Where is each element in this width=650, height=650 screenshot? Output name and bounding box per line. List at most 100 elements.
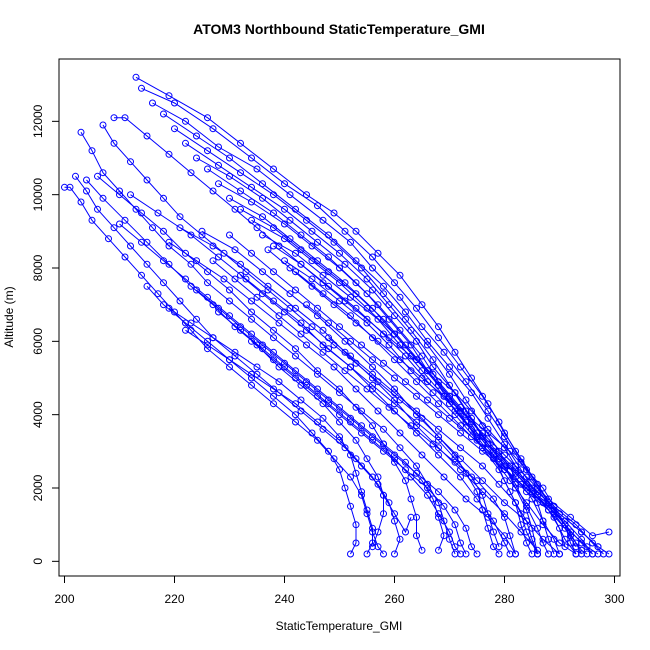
data-point [325, 400, 332, 408]
data-point [451, 411, 459, 419]
data-point [303, 341, 310, 349]
data-point [457, 363, 464, 371]
data-point [512, 469, 519, 477]
data-point [523, 539, 530, 547]
data-point [490, 455, 497, 463]
data-point [446, 370, 453, 378]
data-point [121, 216, 129, 224]
profile-series-25 [110, 114, 558, 558]
data-point [275, 312, 283, 320]
data-point [490, 495, 497, 503]
data-point [385, 499, 393, 507]
data-point [308, 242, 316, 250]
data-point [369, 253, 376, 261]
data-point [204, 165, 211, 173]
data-point [264, 246, 272, 254]
x-axis: 200 220 240 260 280 300 [54, 575, 625, 606]
data-point [501, 499, 508, 507]
data-point [396, 293, 404, 301]
data-point [149, 99, 156, 107]
data-point [336, 249, 343, 257]
data-point [347, 238, 354, 246]
data-point [380, 282, 387, 290]
data-point [171, 99, 178, 107]
data-point [336, 466, 343, 474]
data-point [303, 326, 310, 334]
data-point [424, 396, 431, 404]
data-point [413, 356, 420, 364]
data-point [270, 400, 277, 408]
data-point [281, 235, 288, 243]
data-point [237, 323, 244, 331]
data-point [138, 238, 145, 246]
data-point [88, 216, 96, 224]
data-point [523, 517, 530, 525]
data-point [336, 411, 343, 419]
data-point [264, 282, 272, 290]
data-point [248, 370, 255, 378]
data-point [325, 282, 332, 290]
data-point [319, 348, 327, 356]
data-point [330, 301, 338, 309]
data-point [209, 334, 217, 342]
data-point [138, 84, 145, 92]
data-point [330, 363, 338, 371]
data-point [589, 532, 596, 540]
y-tick-label: 6000 [31, 328, 45, 355]
data-point [605, 528, 613, 536]
data-point [369, 334, 376, 342]
data-point [209, 125, 217, 133]
profile-series-29 [165, 304, 376, 558]
profile-line [328, 337, 538, 555]
data-point [297, 330, 305, 338]
y-tick-label: 10000 [31, 178, 45, 212]
data-point [429, 363, 437, 371]
data-point [539, 517, 547, 525]
data-point [424, 378, 431, 386]
data-point [292, 374, 299, 382]
data-point [418, 546, 426, 554]
data-point [127, 191, 134, 199]
data-point [374, 480, 382, 488]
data-point [303, 216, 310, 224]
data-point [380, 550, 387, 558]
data-point [479, 491, 486, 499]
data-point [413, 411, 420, 419]
data-point [391, 330, 398, 338]
data-point [231, 352, 239, 360]
data-point [484, 510, 492, 518]
data-point [363, 455, 371, 463]
data-point [391, 312, 398, 320]
data-point [138, 209, 145, 217]
data-point [435, 381, 442, 389]
data-point [413, 407, 420, 415]
data-point [242, 275, 250, 283]
data-point [105, 235, 112, 243]
profile-line [262, 234, 604, 555]
data-point [462, 550, 470, 558]
data-point [308, 275, 316, 283]
profile-series-33 [237, 271, 503, 551]
profile-series-28 [116, 220, 448, 554]
data-point [270, 334, 277, 342]
data-point [369, 524, 376, 532]
data-point [374, 315, 382, 323]
data-point [319, 341, 327, 349]
data-point [578, 528, 585, 536]
data-point [457, 444, 464, 452]
profile-line [196, 289, 478, 555]
y-axis: 0 2000 4000 6000 8000 10000 12000 [31, 104, 60, 565]
y-axis-label: Altitude (m) [2, 286, 16, 347]
data-point [226, 286, 233, 294]
data-point [451, 458, 459, 466]
data-point [363, 506, 371, 514]
data-point [270, 268, 277, 276]
profile-line [119, 223, 445, 551]
data-point [407, 326, 415, 334]
profile-line [97, 175, 423, 551]
data-point [314, 202, 321, 210]
data-point [154, 209, 162, 217]
data-point [165, 150, 173, 158]
data-point [319, 271, 327, 279]
data-point [121, 114, 129, 122]
